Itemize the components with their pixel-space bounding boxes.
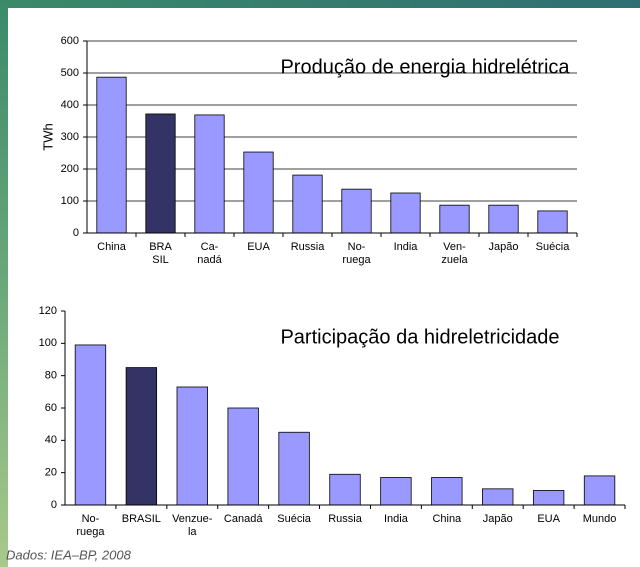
y-tick-label: 40 xyxy=(45,434,57,446)
bar xyxy=(532,490,565,506)
x-tick-label: No-ruega xyxy=(342,241,371,266)
bar xyxy=(96,76,127,234)
x-tick-label: EUA xyxy=(247,241,270,253)
bar xyxy=(125,367,158,506)
bar xyxy=(329,473,361,506)
top-border xyxy=(0,0,640,8)
bar xyxy=(74,344,107,506)
y-tick-label: 60 xyxy=(45,402,57,414)
x-tick-label: China xyxy=(432,513,462,525)
bar xyxy=(488,204,519,234)
bar xyxy=(431,477,463,506)
bar xyxy=(583,475,616,506)
x-tick-label: Russia xyxy=(328,513,363,525)
y-tick-label: 0 xyxy=(51,499,57,511)
footnote: Dados: IEA–BP, 2008 xyxy=(6,547,132,562)
y-tick-label: 200 xyxy=(61,163,79,175)
bar xyxy=(292,174,323,234)
left-border xyxy=(0,0,8,567)
x-tick-label: Mundo xyxy=(583,513,617,525)
x-tick-label: China xyxy=(97,241,127,253)
x-tick-label: Canadá xyxy=(224,513,263,525)
bar xyxy=(439,204,470,234)
bar xyxy=(380,477,412,506)
bar xyxy=(341,188,372,234)
y-axis-label: TWh xyxy=(40,123,55,150)
x-tick-label: Ven-zuela xyxy=(441,241,468,266)
y-tick-label: 100 xyxy=(61,195,79,207)
bar xyxy=(482,488,514,506)
bar xyxy=(390,192,421,234)
y-tick-label: 400 xyxy=(61,99,79,111)
y-tick-label: 300 xyxy=(61,131,79,143)
y-tick-label: 20 xyxy=(45,467,57,479)
x-tick-label: BRASIL xyxy=(122,513,161,525)
x-tick-label: No-ruega xyxy=(76,513,105,538)
x-tick-label: India xyxy=(384,513,409,525)
chart-title: Produção de energia hidrelétrica xyxy=(280,56,570,78)
bar xyxy=(194,114,225,234)
bar xyxy=(176,386,208,506)
y-tick-label: 80 xyxy=(45,370,57,382)
y-tick-label: 500 xyxy=(61,67,79,79)
bar xyxy=(278,431,310,506)
y-tick-label: 100 xyxy=(39,337,57,349)
x-tick-label: Japão xyxy=(489,241,519,253)
y-tick-label: 0 xyxy=(73,227,79,239)
x-tick-label: Russia xyxy=(291,241,326,253)
x-tick-label: India xyxy=(394,241,419,253)
x-tick-label: Suécia xyxy=(277,513,312,525)
chart-title: Participação da hidreletricidade xyxy=(280,326,559,348)
x-tick-label: Suécia xyxy=(536,241,571,253)
x-tick-label: Japão xyxy=(483,513,513,525)
x-tick-label: Ca-nadá xyxy=(197,241,222,266)
y-tick-label: 600 xyxy=(61,35,79,47)
bar xyxy=(537,210,568,234)
x-tick-label: EUA xyxy=(537,513,560,525)
x-tick-label: Venzue-la xyxy=(172,513,213,538)
y-tick-label: 120 xyxy=(39,305,57,317)
bar xyxy=(227,407,259,506)
bar xyxy=(243,151,274,234)
bar xyxy=(145,113,176,234)
